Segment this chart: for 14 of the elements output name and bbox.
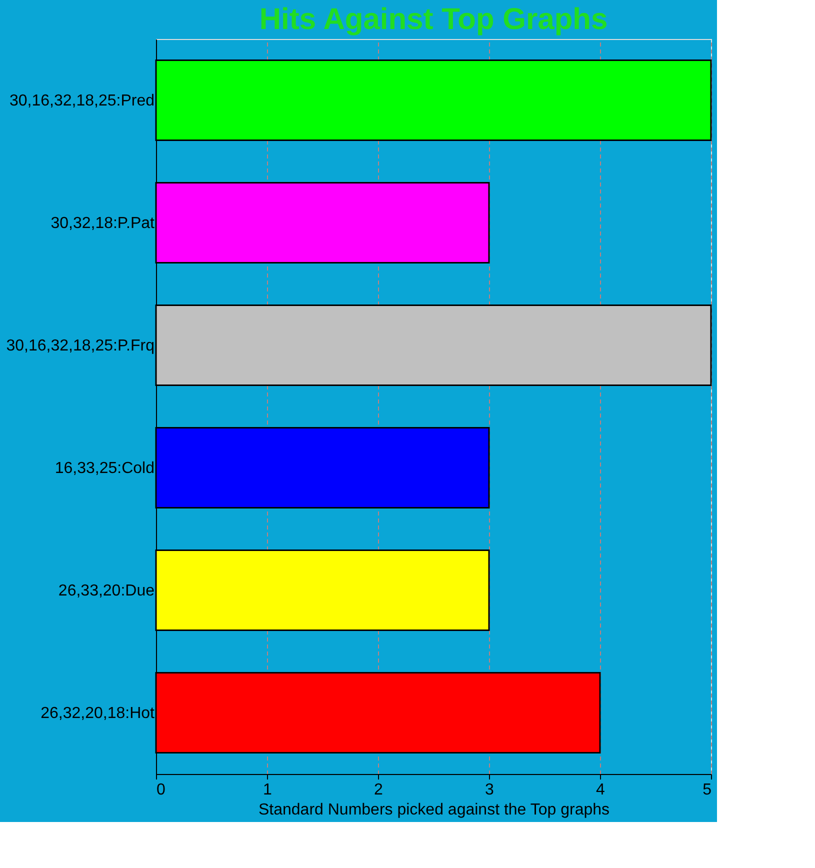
y-tick-label: 26,32,20,18:Hot — [40, 704, 156, 722]
y-tick-label: 30,32,18:P.Pat — [50, 214, 156, 232]
x-tick-label: 0 — [156, 782, 166, 798]
chart-title: Hits Against Top Graphs — [259, 3, 608, 36]
x-tick-label: 1 — [263, 782, 272, 798]
y-tick-label: 16,33,25:Cold — [54, 460, 154, 477]
y-tick-label: 30,16,32,18,25:P.Frq — [6, 337, 154, 354]
x-tick-label: 5 — [702, 782, 712, 798]
x-axis-title: Standard Numbers picked against the Top graphs — [258, 802, 610, 818]
y-tick-label: 30,16,32,18,25:Pred — [9, 92, 154, 110]
x-tick-label: 3 — [485, 782, 494, 798]
x-tick-label: 4 — [596, 782, 606, 798]
y-tick-label: 26,33,20:Due — [58, 582, 155, 600]
x-tick-label: 2 — [374, 782, 384, 798]
